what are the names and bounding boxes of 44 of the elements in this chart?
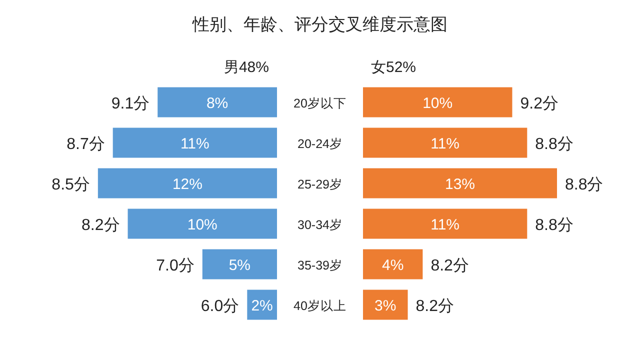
bar xyxy=(363,208,528,239)
annotation: 8.7分 xyxy=(66,136,105,153)
data-label: 5% xyxy=(228,256,251,274)
bar xyxy=(363,168,557,198)
y-tick-label: 25-29岁 xyxy=(298,177,342,192)
bar xyxy=(98,168,277,198)
data-label: 11% xyxy=(430,216,460,234)
data-label: 8% xyxy=(206,94,228,112)
bar xyxy=(158,87,277,118)
data-label: 2% xyxy=(251,297,273,314)
bar xyxy=(363,249,423,280)
y-tick-label: 20-24岁 xyxy=(298,136,342,151)
annotation: 8.8分 xyxy=(565,176,604,194)
bar xyxy=(202,249,277,280)
data-label: 3% xyxy=(374,297,396,314)
annotation: 8.8分 xyxy=(535,216,574,234)
bar xyxy=(112,128,277,158)
y-tick-label: 30-34岁 xyxy=(298,218,342,232)
data-label: 10% xyxy=(187,216,218,234)
text: 性别、年龄、评分交叉维度示意图 xyxy=(192,15,448,34)
series-label: 男48% xyxy=(224,59,269,76)
data-label: 10% xyxy=(422,94,453,112)
annotation: 8.5分 xyxy=(52,176,90,194)
annotation: 8.8分 xyxy=(535,136,574,153)
data-label: 12% xyxy=(172,176,202,193)
annotation: 8.2分 xyxy=(82,216,120,234)
bar xyxy=(363,87,512,118)
bar xyxy=(128,208,277,239)
data-label: 11% xyxy=(180,135,210,152)
data-label: 13% xyxy=(444,176,476,193)
annotation: 6.0分 xyxy=(200,298,240,315)
annotation: 9.2分 xyxy=(520,95,558,112)
y-tick-label: 35-39岁 xyxy=(298,258,342,272)
data-label: 4% xyxy=(382,256,404,274)
bar xyxy=(363,290,408,320)
data-label: 11% xyxy=(430,135,460,152)
bar xyxy=(363,128,528,158)
series-label: 女52% xyxy=(371,59,416,76)
y-tick-label: 20岁以下 xyxy=(294,96,346,110)
annotation: 9.1分 xyxy=(111,95,150,112)
y-tick-label: 40岁以上 xyxy=(294,298,346,313)
annotation: 7.0分 xyxy=(156,257,194,274)
annotation: 8.2分 xyxy=(430,257,469,274)
annotation: 8.2分 xyxy=(416,298,454,315)
